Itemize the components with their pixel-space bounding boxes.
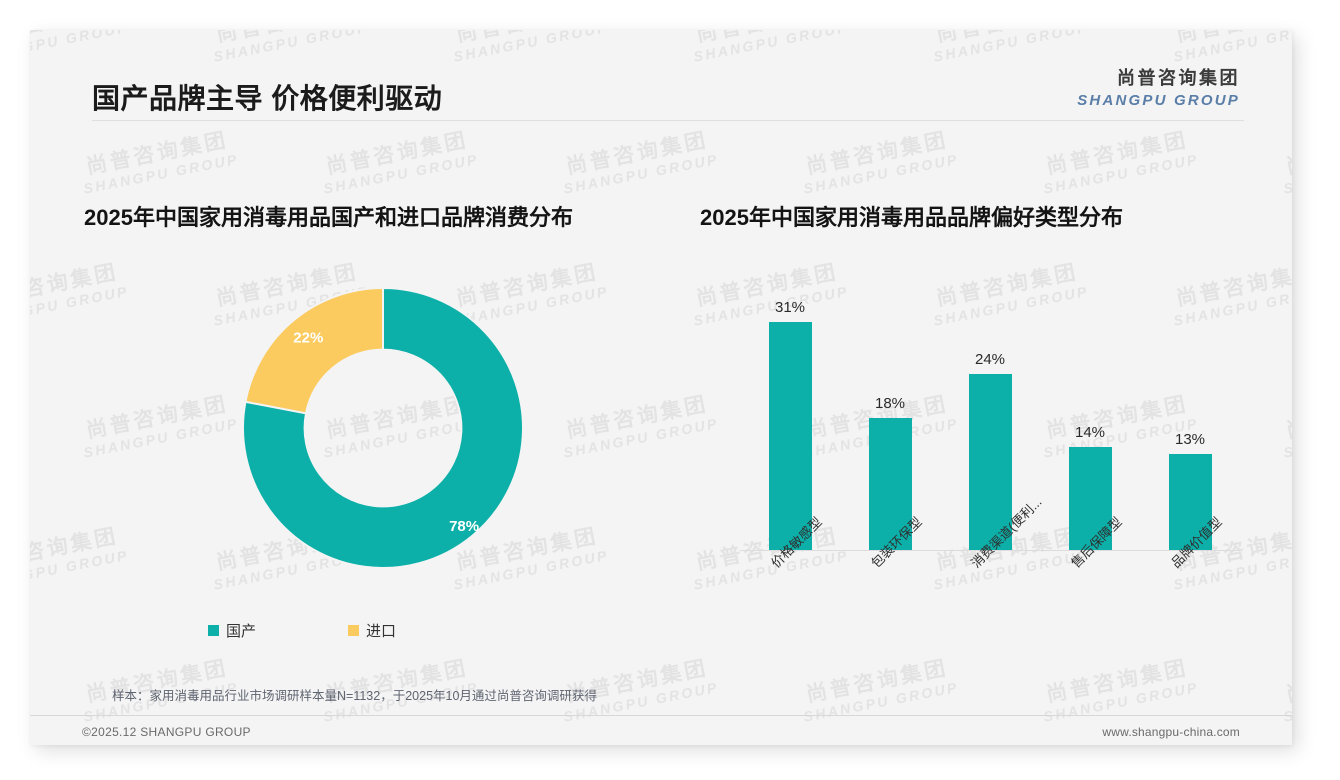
legend-label-imported: 进口 [366,623,397,640]
logo-english-text: SHANGPU GROUP [1077,92,1240,109]
axis-tick [1090,550,1091,554]
watermark-chinese: 尚普咨询集团 [1284,656,1292,707]
brand-logo: 尚普咨询集团 SHANGPU GROUP [1077,64,1240,109]
page-title: 国产品牌主导 价格便利驱动 [92,83,443,114]
watermark-chinese: 尚普咨询集团 [1044,128,1191,179]
footer-website[interactable]: www.shangpu-china.com [1102,725,1240,739]
bar-plot-area: 31% 18% 24% 14% 13% [740,299,1240,550]
axis-tick [990,550,991,554]
bar-value-label: 24% [974,350,1006,368]
donut-slice[interactable] [243,288,523,568]
bar[interactable] [1168,454,1212,550]
donut-slice-label: 78% [449,518,479,535]
watermark-english: SHANGPU GROUP [1282,415,1292,461]
bar-column: 31% [768,299,812,550]
legend-swatch-domestic [208,625,219,636]
legend-swatch-imported [348,625,360,636]
legend-label-domestic: 国产 [226,623,257,640]
donut-chart: 78% 22% [243,288,523,568]
bar[interactable] [868,417,912,550]
watermark-chinese: 尚普咨询集团 [804,656,951,707]
bar-value-label: 13% [1174,431,1206,449]
legend-item-domestic[interactable]: 国产 [208,620,256,641]
watermark-english: SHANGPU GROUP [1282,151,1292,197]
watermark-chinese: 尚普咨询集团 [1284,128,1292,179]
watermark-chinese: 尚普咨询集团 [84,128,231,179]
bar-value-label: 14% [1074,424,1106,442]
bar-value-label: 31% [774,299,806,317]
axis-tick [890,550,891,554]
footer-copyright: ©2025.12 SHANGPU GROUP [82,725,251,739]
bar-chart-panel: 2025年中国家用消毒用品品牌偏好类型分布 31% 18% 24% 14% 13% 价格… [690,180,1270,650]
bar-column: 14% [1068,300,1112,550]
watermark-chinese: 尚普咨询集团 [1284,392,1292,443]
legend-item-imported[interactable]: 进口 [348,620,396,641]
sample-footnote: 样本：家用消毒用品行业市场调研样本量N=1132，于2025年10月通过尚普咨询… [112,689,597,703]
donut-svg: 78% 22% [243,288,523,568]
header-divider [92,120,1244,121]
donut-slice-label: 22% [293,330,323,347]
bar-chart-title: 2025年中国家用消毒用品品牌偏好类型分布 [700,205,1123,230]
axis-tick [790,550,791,554]
bar-column: 24% [968,300,1012,550]
donut-chart-title: 2025年中国家用消毒用品国产和进口品牌消费分布 [84,205,573,230]
bar[interactable] [768,322,812,550]
watermark-chinese: 尚普咨询集团 [1044,656,1191,707]
bar-value-label: 18% [874,394,906,412]
axis-tick [1190,550,1191,554]
bar[interactable] [1068,447,1112,550]
footer-divider [30,715,1292,716]
bar-chart: 31% 18% 24% 14% 13% 价格敏感型 包装环保型 消费渠道(便利... 售后保障… [708,299,1253,571]
slide-footer: ©2025.12 SHANGPU GROUP www.shangpu-china… [30,716,1292,745]
watermark-chinese: 尚普咨询集团 [804,128,951,179]
bar[interactable] [968,373,1012,550]
donut-legend: 国产 进口 [208,620,538,641]
watermark-chinese: 尚普咨询集团 [564,128,711,179]
donut-chart-panel: 2025年中国家用消毒用品国产和进口品牌消费分布 78% 22% 国产 进口 [58,180,678,650]
bar-column: 18% [868,300,912,550]
bar-column: 13% [1168,300,1212,550]
donut-slice[interactable] [244,288,384,415]
watermark-chinese: 尚普咨询集团 [324,128,471,179]
logo-chinese-text: 尚普咨询集团 [1117,68,1240,88]
slide-header: 国产品牌主导 价格便利驱动 尚普咨询集团 SHANGPU GROUP [30,30,1292,122]
